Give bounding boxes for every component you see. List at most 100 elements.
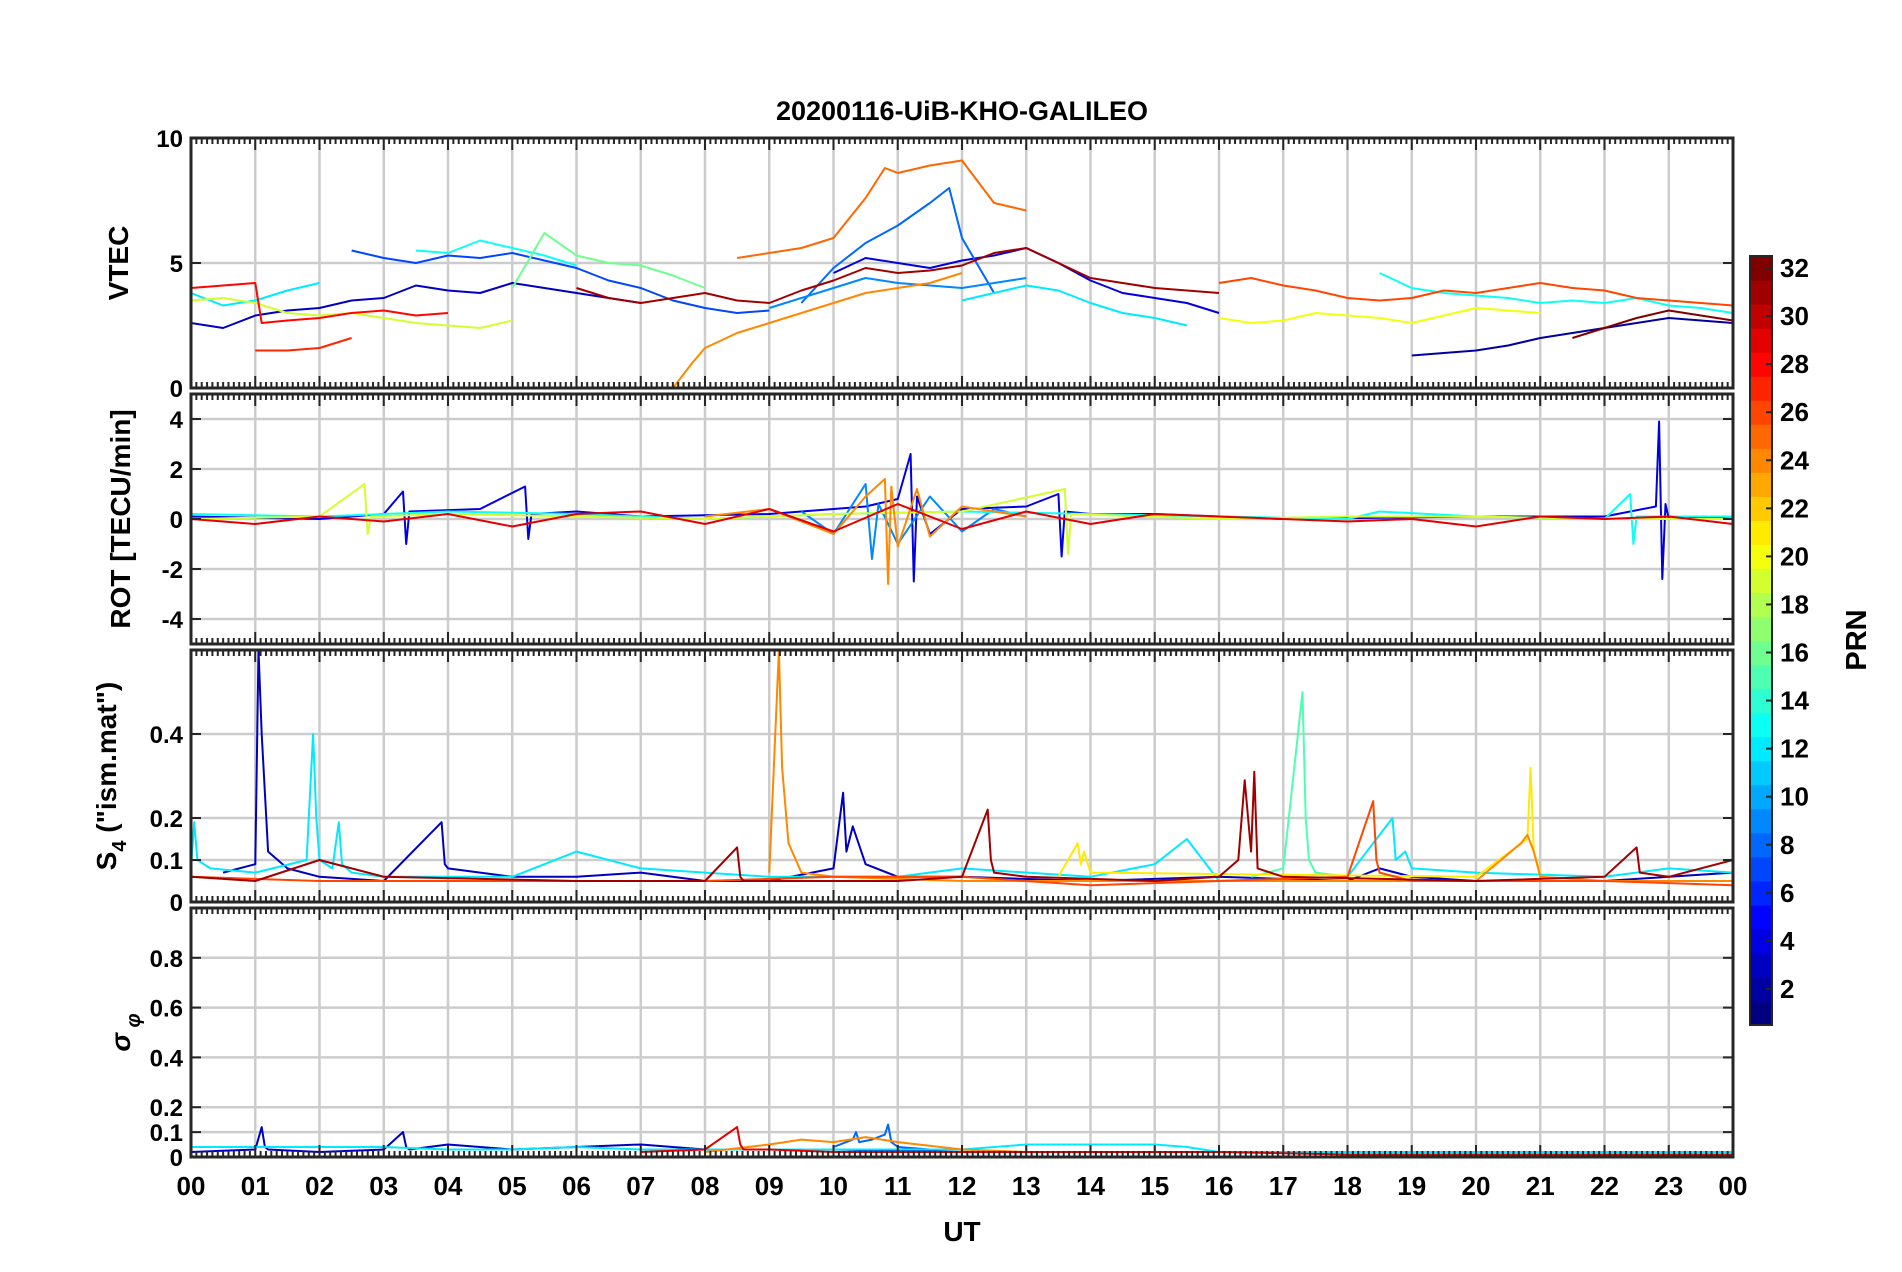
colorbar-tick-label: 30 xyxy=(1780,301,1809,331)
colorbar-cell xyxy=(1750,712,1772,738)
colorbar-label: PRN xyxy=(1841,609,1873,670)
x-tick-label: 08 xyxy=(691,1171,720,1201)
colorbar-cell xyxy=(1750,304,1772,329)
y-axis-label: ROT [TECU/min] xyxy=(105,409,136,628)
series-line-prn-20 xyxy=(1218,307,1541,324)
x-tick-label: 22 xyxy=(1590,1171,1619,1201)
y-axis-label: S4 ("ism.mat") xyxy=(91,682,131,871)
series-line-prn-32 xyxy=(1572,309,1733,339)
colorbar-cell xyxy=(1750,760,1772,786)
y-tick-label: 0.1 xyxy=(150,1120,183,1147)
colorbar-cell xyxy=(1750,352,1772,377)
series-line-prn-12 xyxy=(191,1143,1733,1153)
series-line-prn-2 xyxy=(1411,317,1733,357)
series-line-prn-24 xyxy=(704,1136,1027,1153)
colorbar-tick-label: 10 xyxy=(1780,782,1809,812)
colorbar-cell xyxy=(1750,424,1772,449)
colorbar-tick-label: 18 xyxy=(1780,589,1809,619)
panel-s4: 0 0.1 0.2 0.4 S4 ("ism.mat") xyxy=(91,648,1735,917)
y-tick-label: 0.6 xyxy=(150,996,183,1023)
colorbar-tick-label: 6 xyxy=(1780,878,1794,908)
colorbar-cell xyxy=(1750,904,1772,930)
series-line-prn-29 xyxy=(191,503,1733,533)
colorbar-cell xyxy=(1750,544,1772,570)
x-tick-label: 04 xyxy=(434,1171,463,1201)
x-tick-label: 18 xyxy=(1333,1171,1362,1201)
series-line-prn-8 xyxy=(800,187,995,304)
colorbar-cell xyxy=(1750,736,1772,762)
colorbar-cell xyxy=(1750,376,1772,401)
series-line-prn-9 xyxy=(769,277,1027,309)
series-line-prn-12 xyxy=(191,282,320,307)
series-line-prn-7 xyxy=(351,249,770,314)
colorbar-cell xyxy=(1750,880,1772,906)
colorbar-cell xyxy=(1750,520,1772,545)
y-tick-label: 0.2 xyxy=(150,806,183,833)
x-tick-label: 11 xyxy=(884,1171,912,1201)
colorbar-cell xyxy=(1750,400,1772,425)
series-line-prn-3 xyxy=(191,282,641,329)
x-tick-label: 05 xyxy=(498,1171,527,1201)
series-line-prn-15 xyxy=(1250,691,1348,878)
y-tick-label: 2 xyxy=(170,457,183,484)
colorbar-cell xyxy=(1750,256,1772,281)
series-line-prn-21 xyxy=(1057,766,1542,878)
colorbar-tick-label: 2 xyxy=(1780,974,1794,1004)
colorbar-cell xyxy=(1750,496,1772,521)
series-line-prn-8 xyxy=(833,1123,930,1151)
series-line-prn-3 xyxy=(222,650,1733,882)
x-tick-label: 12 xyxy=(948,1171,977,1201)
series-line-prn-19 xyxy=(191,483,1733,555)
y-tick-label: -2 xyxy=(162,557,183,584)
colorbar-cell xyxy=(1750,640,1772,666)
y-tick-label: 10 xyxy=(156,126,183,153)
panel-vtec: 0 5 10 VTEC xyxy=(103,126,1735,403)
x-tick-label: 03 xyxy=(369,1171,398,1201)
x-tick-label: 09 xyxy=(755,1171,784,1201)
y-tick-label: 0.4 xyxy=(150,1045,184,1072)
y-tick-label: 0.1 xyxy=(150,848,183,875)
x-tick-label: 00 xyxy=(1719,1171,1748,1201)
colorbar-cell xyxy=(1750,616,1772,642)
x-tick-label: 21 xyxy=(1526,1171,1555,1201)
series-line-prn-16 xyxy=(511,232,706,289)
x-tick-label: 00 xyxy=(177,1171,206,1201)
x-tick-label: 14 xyxy=(1076,1171,1105,1201)
colorbar-tick-label: 24 xyxy=(1780,445,1809,475)
y-tick-label: 0.8 xyxy=(150,946,183,973)
colorbar-cell xyxy=(1750,1000,1772,1026)
colorbar-cell xyxy=(1750,472,1772,497)
x-tick-label: 01 xyxy=(241,1171,270,1201)
colorbar-tick-label: 4 xyxy=(1780,926,1795,956)
colorbar-cell xyxy=(1750,808,1772,834)
x-tick-label: 17 xyxy=(1269,1171,1298,1201)
x-tick-label: 02 xyxy=(305,1171,334,1201)
y-tick-label: 0.2 xyxy=(150,1095,183,1122)
series-line-prn-12 xyxy=(961,284,1188,327)
series-group xyxy=(191,159,1733,388)
colorbar-tick-label: 28 xyxy=(1780,349,1809,379)
y-tick-label: 0 xyxy=(170,507,183,534)
x-axis-label: UT xyxy=(943,1216,980,1247)
panel-sigma-phi: 00.10.2 0.4 0.6 0.8 σ φ xyxy=(105,906,1735,1172)
colorbar-cell xyxy=(1750,328,1772,353)
colorbar-cell xyxy=(1750,832,1772,858)
series-line-prn-24 xyxy=(672,272,963,388)
series-line-prn-25 xyxy=(736,159,1027,259)
series-line-prn-12 xyxy=(191,733,1733,882)
colorbar-cell xyxy=(1750,952,1772,978)
colorbar-cell xyxy=(1750,448,1772,473)
colorbar-tick-label: 16 xyxy=(1780,638,1809,668)
series-line-prn-13 xyxy=(415,239,577,267)
y-tick-label: 4 xyxy=(170,407,184,434)
y-tick-label: 5 xyxy=(170,251,183,278)
series-line-prn-31 xyxy=(576,247,1220,304)
colorbar-cell xyxy=(1750,688,1772,714)
x-tick-label: 20 xyxy=(1462,1171,1491,1201)
x-tick-label: 23 xyxy=(1654,1171,1683,1201)
colorbar-cell xyxy=(1750,976,1772,1002)
colorbar-tick-label: 26 xyxy=(1780,397,1809,427)
colorbar-cell xyxy=(1750,592,1772,618)
